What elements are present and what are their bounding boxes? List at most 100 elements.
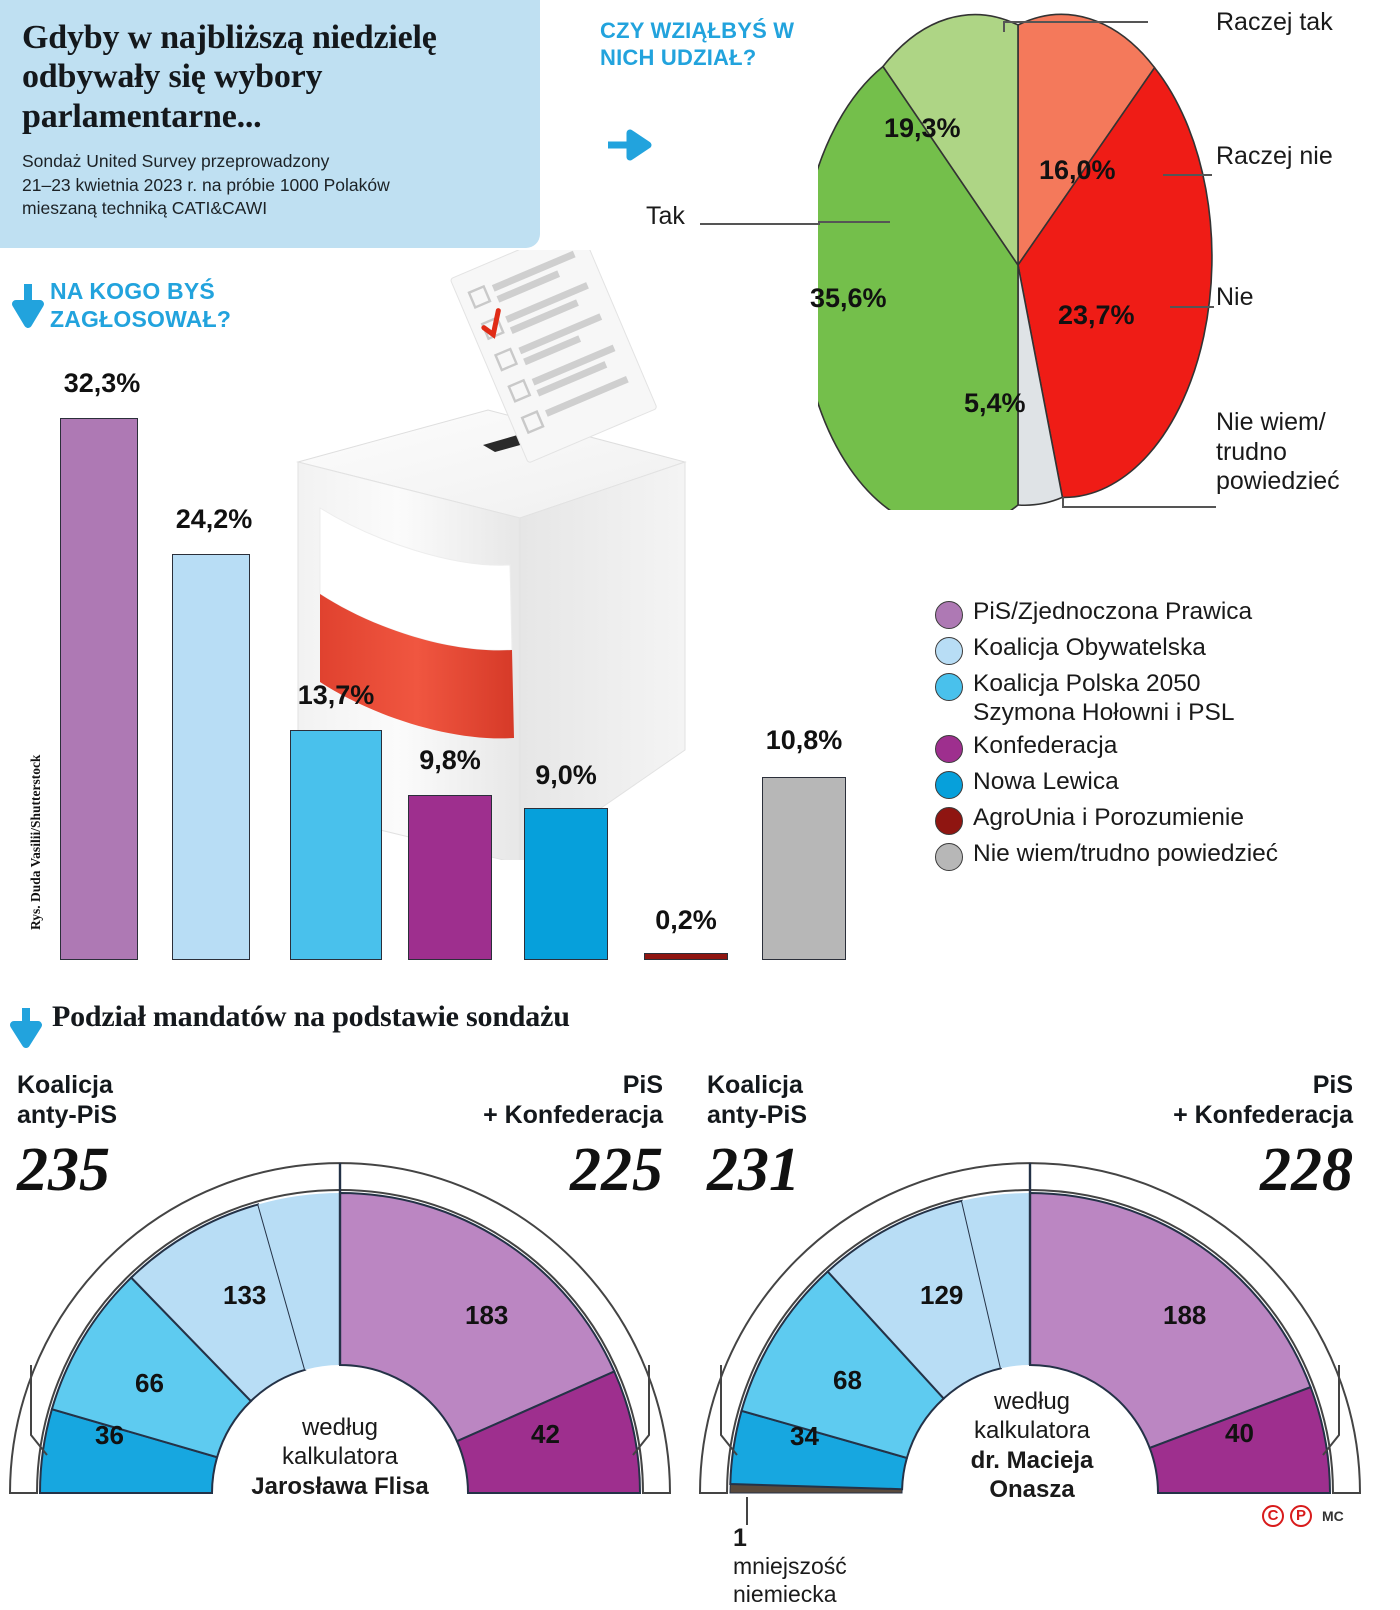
ballot-box-illustration <box>296 250 687 860</box>
flis-seg-value-polska2050: 66 <box>135 1368 164 1398</box>
seg-flis-konfederacja <box>455 1370 642 1494</box>
legend-label-ko: Koalicja Obywatelska <box>973 634 1206 661</box>
legend-dot-konfederacja <box>935 735 963 764</box>
onasz-right-header-l2: + Konfederacja <box>1173 1101 1353 1129</box>
onasz-right-total: 228 <box>1260 1136 1353 1204</box>
flis-right-total: 225 <box>570 1136 663 1204</box>
hemicycle-flis-brackets <box>30 1365 650 1456</box>
legend-dot-nie-wiem <box>935 843 963 872</box>
seg-flis-pis <box>339 1191 616 1443</box>
legend-item-ko: Koalicja Obywatelska <box>935 634 1390 665</box>
bar-konfederacja <box>408 795 492 960</box>
onasz-right-header-l1: PiS <box>1312 1071 1353 1099</box>
onasz-minority-value: 1 <box>733 1524 747 1552</box>
bar-ps2050 <box>290 730 382 960</box>
hemicycle-onasz-svg <box>698 1162 1362 1525</box>
onasz-left-header-l1: Koalicja <box>707 1071 803 1099</box>
legend-dot-ko <box>935 637 963 665</box>
pie-label-raczej-nie: Raczej nie <box>1216 142 1333 170</box>
legend-item-pis: PiS/Zjednoczona Prawica <box>935 598 1390 629</box>
onasz-center-caption: według kalkulatora dr. Macieja Onasza <box>917 1387 1147 1504</box>
participation-pie-chart <box>818 13 1216 510</box>
pie-slice-tak <box>818 65 1019 510</box>
copyright-c-icon: C <box>1262 1505 1284 1527</box>
bar-value-agrounia: 0,2% <box>655 905 717 935</box>
bar-value-ko: 24,2% <box>175 504 253 534</box>
legend-label-ps2050: Koalicja Polska 2050 Szymona Hołowni i P… <box>973 670 1234 727</box>
legend-label-pis: PiS/Zjednoczona Prawica <box>973 598 1253 625</box>
pie-label-nie-wiem-line3: powiedzieć <box>1216 467 1340 495</box>
legend-item-ps2050: Koalicja Polska 2050 Szymona Hołowni i P… <box>935 670 1390 727</box>
flis-right-header-l1: PiS <box>622 1071 663 1099</box>
bar-value-pis: 32,3% <box>63 368 141 398</box>
seat-hemicycle-flis: Koalicja anty-PiS 235 PiS + Konfederacja… <box>0 1071 685 1545</box>
flis-seg-value-lewica: 36 <box>95 1420 124 1450</box>
flis-caption-l2: kalkulatora <box>281 1443 399 1471</box>
legend-item-nie-wiem: Nie wiem/trudno powiedzieć <box>935 840 1390 872</box>
onasz-left-total: 231 <box>707 1136 800 1204</box>
onasz-minority-l1: mniejszość <box>733 1553 847 1579</box>
bar-value-lewica: 9,0% <box>535 760 597 790</box>
legend-label-ps2050-line1: Koalicja Polska 2050 <box>973 670 1201 697</box>
seg-onasz-pis <box>1029 1191 1312 1450</box>
flis-left-header-l2: anty-PiS <box>17 1101 118 1129</box>
methodology-line-2: 21–23 kwietnia 2023 r. na próbie 1000 Po… <box>22 174 390 195</box>
vote-intention-bar-chart: 32,3% 24,2% 13,7% 9,8% 9,0% 0,2% 10,8% <box>0 360 900 960</box>
flis-center-caption: według kalkulatora Jarosława Flisa <box>225 1413 455 1501</box>
onasz-seg-value-konfederacja: 40 <box>1225 1418 1254 1448</box>
methodology-line-1: Sondaż United Survey przeprowadzony <box>22 151 330 172</box>
legend-dot-lewica <box>935 771 963 800</box>
pie-slice-raczej-nie <box>1017 13 1156 268</box>
methodology-line-3: mieszaną techniką CATI&CAWI <box>22 197 268 218</box>
pie-value-nie-wiem: 5,4% <box>964 388 1026 418</box>
pie-slice-raczej-tak <box>882 13 1019 268</box>
onasz-caption-l2: kalkulatora <box>973 1417 1091 1445</box>
legend-dot-pis <box>935 601 963 629</box>
bar-nie-wiem <box>762 777 846 960</box>
flis-left-header-l1: Koalicja <box>17 1071 113 1099</box>
page-title: Gdyby w najbliższą niedzielę odbywały si… <box>22 19 437 135</box>
flis-left-total: 235 <box>17 1136 110 1204</box>
bars-section-title: NA KOGO BYŚ ZAGŁOSOWAŁ? <box>50 278 232 333</box>
onasz-caption-l1: według <box>993 1388 1071 1415</box>
bar-agrounia <box>644 953 728 960</box>
header-callout-box: Gdyby w najbliższą niedzielę odbywały si… <box>0 0 540 248</box>
seat-hemicycle-onasz: Koalicja anty-PiS 231 PiS + Konfederacja… <box>685 1071 1375 1607</box>
hemicycle-onasz-brackets <box>720 1365 1340 1525</box>
copyright-marks: C P MC <box>1262 1505 1344 1527</box>
legend-label-agrounia: AgroUnia i Porozumienie <box>973 804 1244 832</box>
pie-value-raczej-nie: 16,0% <box>1039 155 1116 185</box>
onasz-seg-value-pis: 188 <box>1163 1300 1207 1330</box>
legend-item-lewica: Nowa Lewica <box>935 768 1390 800</box>
legend-dot-agrounia <box>935 807 963 836</box>
hemicycle-flis-svg <box>8 1162 672 1494</box>
bar-value-nie-wiem: 10,8% <box>765 725 843 755</box>
seg-flis-ko-b <box>258 1193 340 1370</box>
pie-label-nie-wiem-line1: Nie wiem/ <box>1216 408 1326 436</box>
flis-left-header: Koalicja anty-PiS <box>17 1070 117 1130</box>
pie-label-tak: Tak <box>646 202 685 230</box>
onasz-seg-value-lewica: 34 <box>790 1421 819 1451</box>
flis-right-header: PiS + Konfederacja <box>483 1070 663 1130</box>
onasz-left-header: Koalicja anty-PiS <box>707 1070 807 1130</box>
seg-onasz-konfederacja <box>1148 1385 1332 1494</box>
pie-leader-lines <box>818 21 1216 508</box>
seats-section-title: Podział mandatów na podstawie sondażu <box>52 1000 570 1033</box>
onasz-minority-l2: niemiecka <box>733 1580 837 1607</box>
bar-lewica <box>524 808 608 960</box>
legend-label-lewica: Nowa Lewica <box>973 768 1119 796</box>
seg-onasz-ko <box>826 1199 1003 1400</box>
pie-label-nie-wiem: Nie wiem/ trudno powiedzieć <box>1216 408 1340 497</box>
flis-seg-value-pis: 183 <box>465 1300 509 1330</box>
seg-flis-ko <box>129 1203 307 1403</box>
pie-value-raczej-tak: 19,3% <box>884 113 961 143</box>
pie-leader-line-tak <box>700 223 820 225</box>
arrow-down-icon <box>12 284 44 328</box>
onasz-seg-value-ko: 129 <box>920 1280 964 1310</box>
onasz-left-header-l2: anty-PiS <box>707 1101 808 1129</box>
flis-seg-value-ko: 133 <box>223 1280 267 1310</box>
bar-value-konfederacja: 9,8% <box>419 745 481 775</box>
flis-caption-l3: Jarosława Flisa <box>251 1472 429 1500</box>
bar-value-ps2050: 13,7% <box>297 680 375 710</box>
legend-item-konfederacja: Konfederacja <box>935 732 1390 764</box>
